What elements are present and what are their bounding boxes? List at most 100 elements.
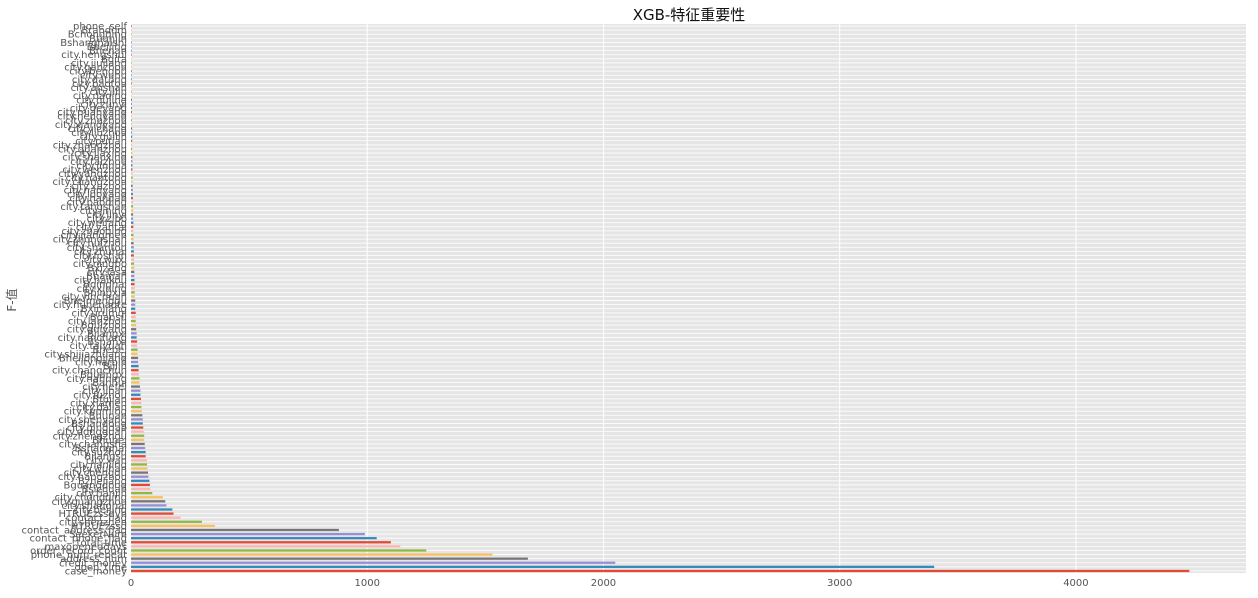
bar bbox=[131, 381, 140, 384]
y-tick-label: city.yantai bbox=[76, 222, 127, 233]
bar bbox=[131, 319, 136, 323]
y-tick-label: city.kunming bbox=[64, 407, 127, 418]
y-tick-label: Bshandong bbox=[71, 419, 127, 430]
bar bbox=[131, 369, 139, 372]
y-tick-label: city.shanghai bbox=[62, 501, 127, 512]
bar bbox=[131, 65, 132, 69]
y-tick-label: city.qujing bbox=[76, 95, 127, 106]
bar bbox=[131, 164, 133, 167]
bar bbox=[131, 360, 139, 364]
bar bbox=[131, 274, 135, 278]
bar bbox=[131, 41, 132, 44]
bar bbox=[131, 156, 133, 159]
y-tick-label: contact_phone_flag bbox=[30, 534, 128, 545]
y-tick-label: city.datong bbox=[72, 75, 127, 86]
y-tick-label: Bsichuan bbox=[82, 485, 128, 496]
y-tick-label: Btianjin bbox=[89, 34, 127, 45]
bar bbox=[131, 74, 132, 77]
y-tick-label: Bguizhou bbox=[81, 321, 127, 332]
bar bbox=[131, 242, 134, 245]
bar bbox=[131, 299, 136, 302]
y-tick-label: city.xining bbox=[77, 284, 127, 295]
y-tick-label: phone_self bbox=[73, 22, 127, 33]
bar bbox=[131, 123, 132, 126]
bar bbox=[131, 278, 135, 282]
bar bbox=[131, 438, 145, 441]
y-tick-label: city.jinhua bbox=[76, 161, 127, 172]
y-tick-label: Bshanghai bbox=[75, 444, 127, 455]
y-tick-label: city.lanzhou bbox=[68, 317, 127, 328]
y-tick-label: city.lasa bbox=[87, 267, 127, 278]
bar bbox=[131, 459, 148, 462]
bar bbox=[131, 262, 135, 265]
bar bbox=[131, 78, 132, 81]
y-tick-label: city.jiujiang bbox=[71, 58, 127, 69]
y-tick-label: city.xian bbox=[86, 456, 127, 467]
bar bbox=[131, 168, 133, 171]
y-tick-label: city.ganzhou bbox=[64, 63, 127, 74]
y-tick-label: open_time bbox=[74, 562, 127, 573]
bar bbox=[131, 352, 138, 355]
y-tick-label: city.nanchang bbox=[58, 333, 127, 344]
bar bbox=[131, 57, 132, 60]
y-tick-label: city.nanjing bbox=[70, 460, 127, 471]
y-tick-label: city.yangzhou bbox=[58, 169, 127, 180]
bar bbox=[131, 291, 135, 294]
bar bbox=[131, 377, 140, 380]
y-tick-label: city.suzhou bbox=[72, 448, 127, 459]
y-tick-label: city.shenyang bbox=[58, 415, 127, 426]
bar bbox=[131, 172, 133, 175]
y-tick-label: city.taiyuan bbox=[70, 341, 127, 352]
y-tick-label: contact_flag bbox=[66, 513, 127, 524]
y-tick-label: city.xiamen bbox=[70, 398, 127, 409]
plot-background bbox=[131, 24, 1246, 573]
bar bbox=[131, 537, 377, 540]
bar bbox=[131, 221, 134, 224]
y-axis-label: F-值 bbox=[4, 288, 19, 311]
bar bbox=[131, 24, 132, 28]
y-tick-label: city.zhaoqing bbox=[61, 226, 127, 237]
y-tick-label: SeekerNum bbox=[69, 530, 127, 541]
bar bbox=[131, 491, 153, 495]
bar bbox=[131, 348, 138, 351]
bar bbox=[131, 94, 132, 97]
y-tick-label: credit_money bbox=[59, 558, 127, 569]
y-tick-label: city.xuzhou bbox=[71, 181, 127, 192]
y-tick-label: Bshanghaishi bbox=[60, 38, 127, 49]
y-tick-label: city.bengbu bbox=[69, 67, 127, 78]
y-tick-label: Bgansu bbox=[90, 312, 127, 323]
y-tick-label: city.haikou bbox=[74, 276, 127, 287]
y-tick-label: phone_num_repeat bbox=[31, 550, 127, 561]
y-tick-label: city.shantou bbox=[67, 243, 127, 254]
y-tick-label: city.chengdu bbox=[64, 468, 127, 479]
y-tick-label: city.hefei bbox=[82, 382, 127, 393]
bar bbox=[131, 303, 136, 306]
bar bbox=[131, 451, 146, 454]
y-tick-label: city.wuxi bbox=[84, 255, 127, 266]
bar bbox=[131, 524, 215, 528]
bar bbox=[131, 520, 202, 523]
y-tick-label: Bbeijing bbox=[87, 42, 127, 53]
y-tick-label: Bhunan bbox=[89, 411, 127, 422]
y-tick-label: city.anshan bbox=[71, 83, 127, 94]
y-tick-label: city.changzhou bbox=[52, 177, 127, 188]
bar bbox=[131, 487, 151, 491]
bar bbox=[131, 119, 132, 122]
y-tick-label: city.zunyi bbox=[81, 99, 128, 110]
bar bbox=[131, 45, 132, 48]
bar bbox=[131, 410, 142, 413]
bar bbox=[131, 37, 132, 40]
y-tick-label: city.shenzhen bbox=[59, 517, 127, 528]
y-tick-label: Bchongqing bbox=[68, 30, 127, 41]
bar bbox=[131, 463, 148, 466]
grid-layer bbox=[130, 24, 1246, 573]
bar bbox=[131, 61, 132, 65]
bar bbox=[131, 541, 391, 544]
bar bbox=[131, 528, 339, 532]
chart-title: XGB-特征重要性 bbox=[633, 6, 746, 24]
y-tick-label: Bhenan bbox=[89, 46, 127, 57]
bar bbox=[131, 483, 150, 487]
bar bbox=[131, 340, 138, 343]
bar bbox=[131, 364, 139, 368]
y-tick-label: city.yichang bbox=[68, 124, 127, 135]
